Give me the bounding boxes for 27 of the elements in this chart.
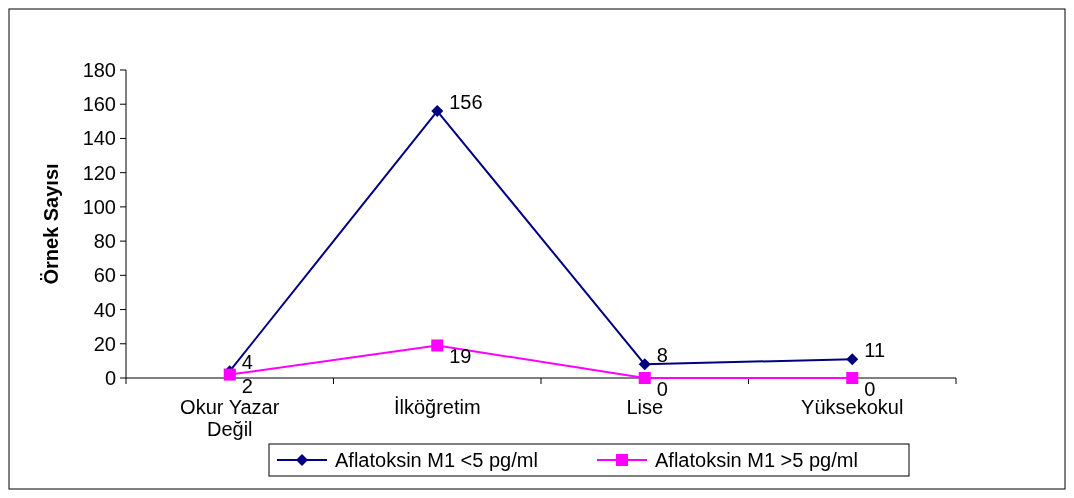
- data-label: 156: [449, 91, 483, 114]
- data-label: 8: [656, 344, 668, 367]
- point: [431, 105, 444, 118]
- y-tick-label: 180: [82, 59, 116, 81]
- y-tick-label: 160: [82, 93, 116, 116]
- legend-label: Aflatoksin M1 <5 pg/ml: [335, 449, 538, 471]
- data-label: 2: [241, 374, 253, 397]
- y-tick-label: 40: [93, 298, 116, 321]
- y-tick-label: 20: [93, 332, 116, 355]
- y-tick-label: 140: [82, 127, 116, 150]
- data-label: 11: [864, 339, 886, 362]
- data-label: 19: [449, 345, 472, 368]
- point: [846, 353, 859, 366]
- legend-label: Aflatoksin M1 >5 pg/ml: [655, 449, 858, 471]
- y-tick-label: 0: [104, 367, 116, 389]
- x-tick-label: İlköğretim: [393, 396, 481, 418]
- point: [846, 372, 859, 384]
- x-tick-label: Okur Yazar Değil: [180, 396, 280, 440]
- point: [431, 339, 444, 352]
- y-tick-label: 100: [82, 195, 116, 218]
- y-tick-label: 60: [93, 264, 116, 287]
- y-axis-title: Örnek Sayısı: [40, 163, 62, 285]
- y-tick-label: 120: [82, 161, 116, 184]
- point: [638, 372, 651, 384]
- y-tick-label: 80: [93, 230, 116, 253]
- data-label: 4: [241, 351, 253, 374]
- point: [638, 358, 651, 371]
